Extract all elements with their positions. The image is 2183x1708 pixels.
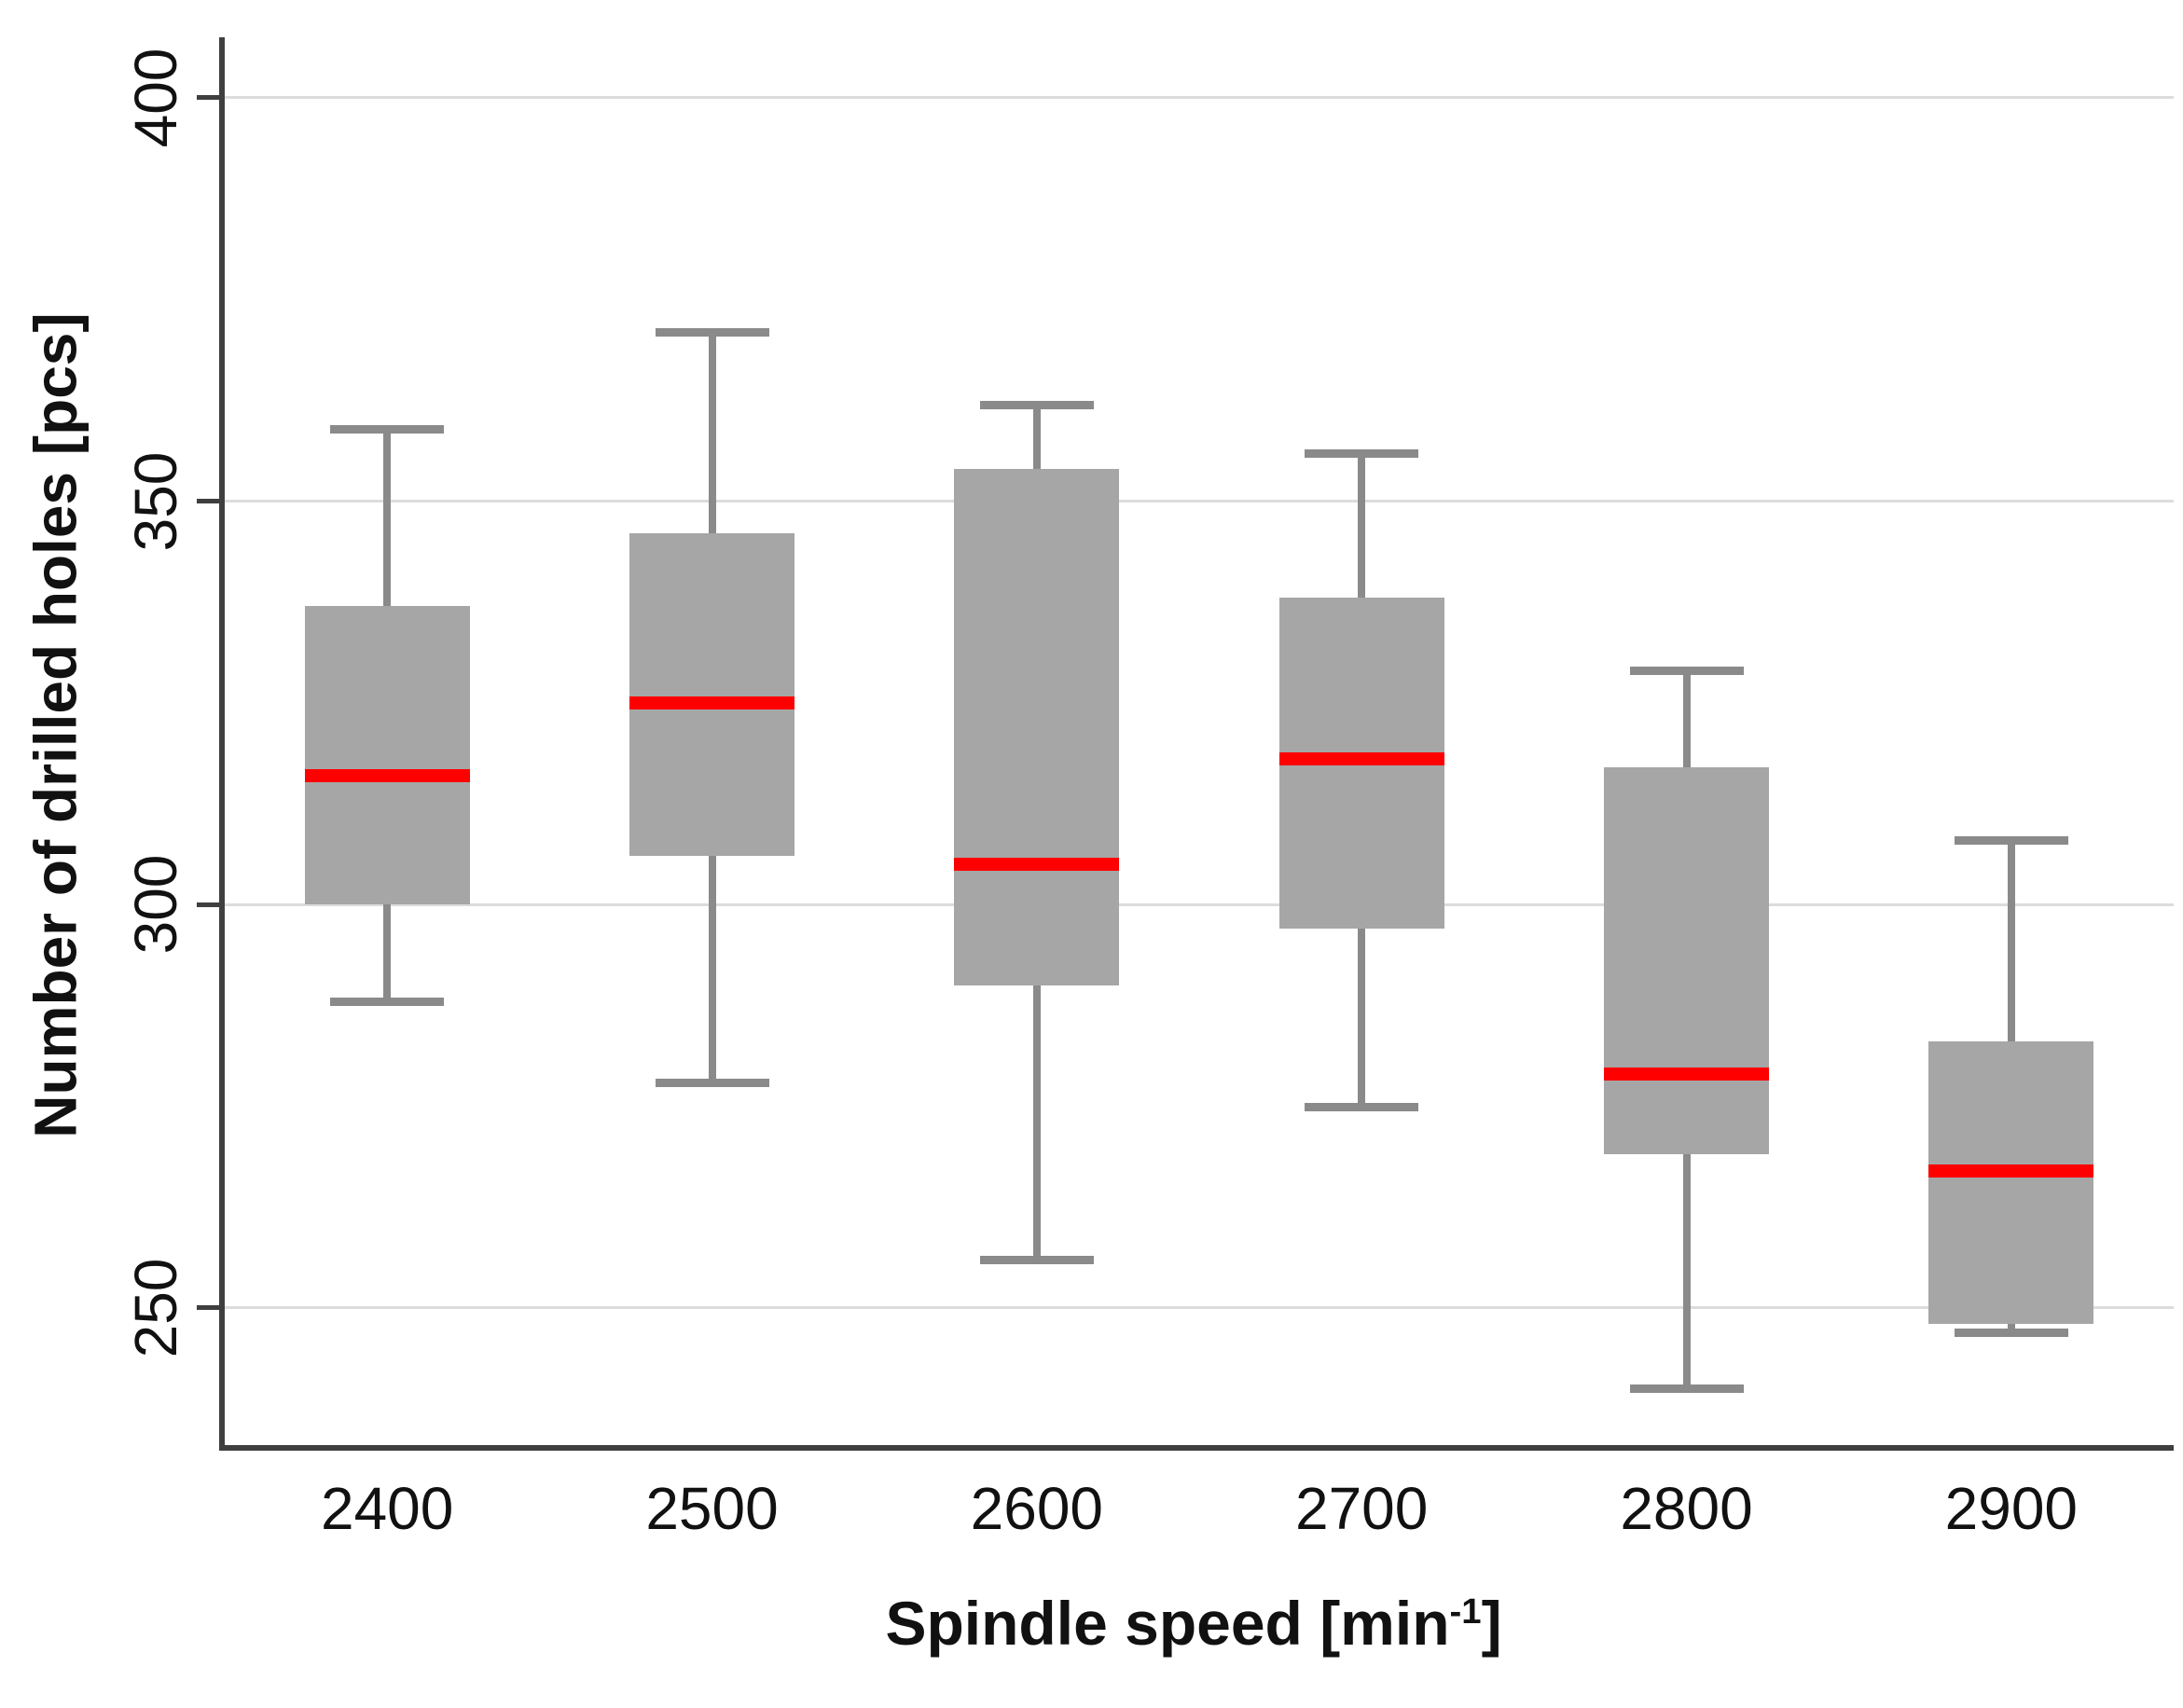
y-tick-mark bbox=[197, 499, 219, 504]
median-line bbox=[304, 768, 470, 782]
median-line bbox=[629, 696, 794, 709]
x-tick-label: 2800 bbox=[1620, 1475, 1753, 1542]
x-axis-title: Spindle speed [min-1] bbox=[219, 1587, 2168, 1660]
whisker-cap-top bbox=[655, 327, 769, 337]
y-tick-mark bbox=[197, 95, 219, 101]
y-tick-mark bbox=[197, 902, 219, 907]
y-axis-title: Number of drilled holes [pcs] bbox=[21, 312, 92, 1137]
x-tick-label: 2600 bbox=[970, 1475, 1104, 1542]
median-line bbox=[954, 857, 1120, 871]
y-gridline bbox=[225, 1306, 2174, 1310]
median-line bbox=[1928, 1164, 2094, 1178]
whisker-cap-bottom bbox=[1629, 1384, 1744, 1394]
y-tick-label: 350 bbox=[122, 451, 189, 551]
y-gridline bbox=[225, 500, 2174, 503]
y-gridline bbox=[225, 96, 2174, 100]
x-tick-label: 2500 bbox=[645, 1475, 779, 1542]
plot-area: 250 300 350 400 2400 2500 2600 2700 2800 2900 bbox=[122, 37, 2174, 1538]
box bbox=[629, 533, 794, 857]
x-tick-label: 2700 bbox=[1294, 1475, 1429, 1542]
median-line bbox=[1604, 1067, 1769, 1081]
y-tick-label: 300 bbox=[122, 854, 189, 955]
x-axis-title-superscript: -1 bbox=[1449, 1591, 1482, 1632]
whisker-cap-top bbox=[330, 424, 445, 434]
median-line bbox=[1278, 752, 1444, 766]
box bbox=[1604, 767, 1769, 1155]
x-tick-label: 2400 bbox=[320, 1475, 454, 1542]
box bbox=[1928, 1041, 2094, 1325]
box bbox=[304, 606, 470, 905]
y-axis-title-text: Number of drilled holes [pcs] bbox=[21, 312, 90, 1138]
whisker-cap-bottom bbox=[1305, 1102, 1419, 1111]
whisker-cap-bottom bbox=[1954, 1328, 2068, 1337]
whisker-cap-bottom bbox=[655, 1078, 769, 1087]
y-tick-label: 400 bbox=[122, 48, 189, 148]
whisker-cap-bottom bbox=[330, 998, 445, 1007]
whisker-cap-top bbox=[1305, 448, 1419, 458]
box bbox=[954, 468, 1120, 985]
x-axis-title-text: Spindle speed [min bbox=[885, 1589, 1450, 1658]
y-gridline bbox=[225, 902, 2174, 906]
y-tick-label: 250 bbox=[122, 1258, 189, 1358]
x-axis-title-suffix: ] bbox=[1481, 1589, 1502, 1658]
whisker-cap-top bbox=[979, 400, 1094, 409]
whisker-cap-top bbox=[1629, 667, 1744, 676]
whisker-cap-top bbox=[1954, 836, 2068, 845]
y-tick-mark bbox=[197, 1305, 219, 1311]
x-tick-label: 2900 bbox=[1944, 1475, 2079, 1542]
whisker-cap-bottom bbox=[979, 1255, 1094, 1264]
